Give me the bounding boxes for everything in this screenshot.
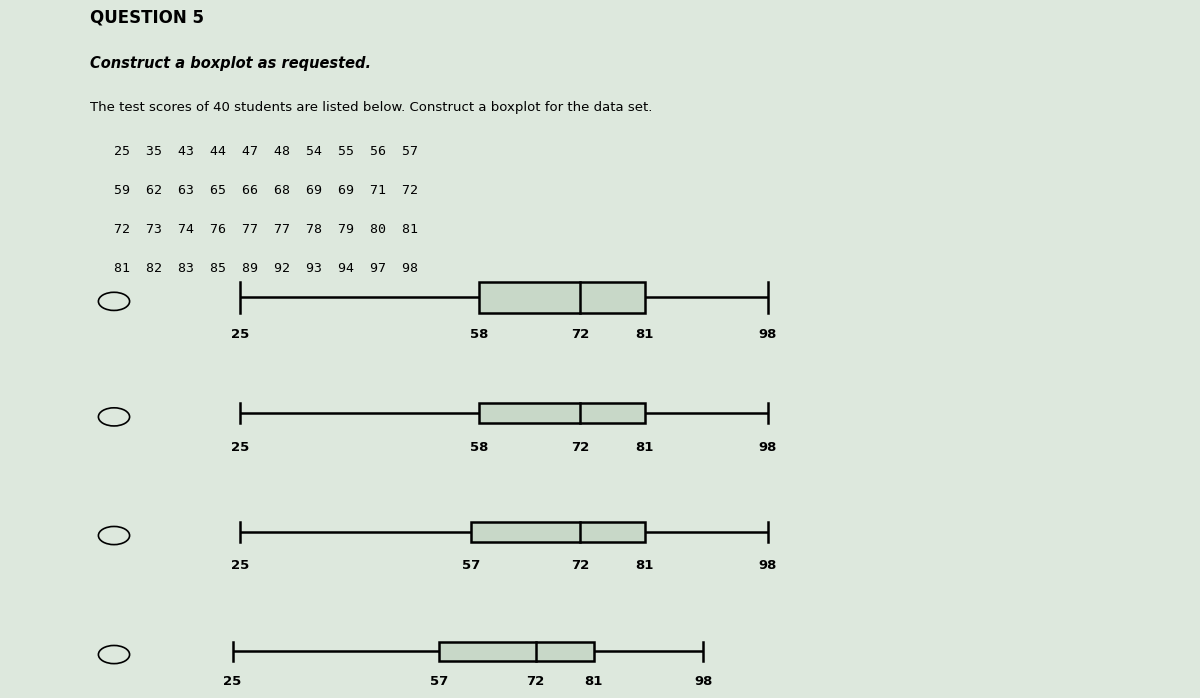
Text: 72: 72 [571,440,589,454]
Bar [479,282,644,313]
Text: 25: 25 [232,329,250,341]
Text: 98: 98 [758,329,776,341]
Text: 98: 98 [758,440,776,454]
Text: 81: 81 [636,329,654,341]
Bar [439,642,594,660]
Text: 57: 57 [462,559,481,572]
Text: 81  82  83  85  89  92  93  94  97  98: 81 82 83 85 89 92 93 94 97 98 [114,262,418,276]
Text: 25: 25 [232,440,250,454]
Text: 98: 98 [758,559,776,572]
Text: 98: 98 [695,675,713,688]
Bar [472,521,644,542]
Text: 81: 81 [636,440,654,454]
Bar [479,403,644,424]
Text: 72: 72 [571,329,589,341]
Text: 25: 25 [232,559,250,572]
Text: 81: 81 [636,559,654,572]
Text: 58: 58 [469,329,488,341]
Text: 81: 81 [584,675,602,688]
Text: 25  35  43  44  47  48  54  55  56  57: 25 35 43 44 47 48 54 55 56 57 [114,145,418,158]
Text: 72  73  74  76  77  77  78  79  80  81: 72 73 74 76 77 77 78 79 80 81 [114,223,418,237]
Text: 58: 58 [469,440,488,454]
Text: QUESTION 5: QUESTION 5 [90,8,204,27]
Text: 57: 57 [430,675,448,688]
Text: 72: 72 [571,559,589,572]
Text: Construct a boxplot as requested.: Construct a boxplot as requested. [90,56,371,70]
Text: 59  62  63  65  66  68  69  69  71  72: 59 62 63 65 66 68 69 69 71 72 [114,184,418,198]
Text: 72: 72 [527,675,545,688]
Text: 25: 25 [223,675,241,688]
Text: The test scores of 40 students are listed below. Construct a boxplot for the dat: The test scores of 40 students are liste… [90,101,653,114]
